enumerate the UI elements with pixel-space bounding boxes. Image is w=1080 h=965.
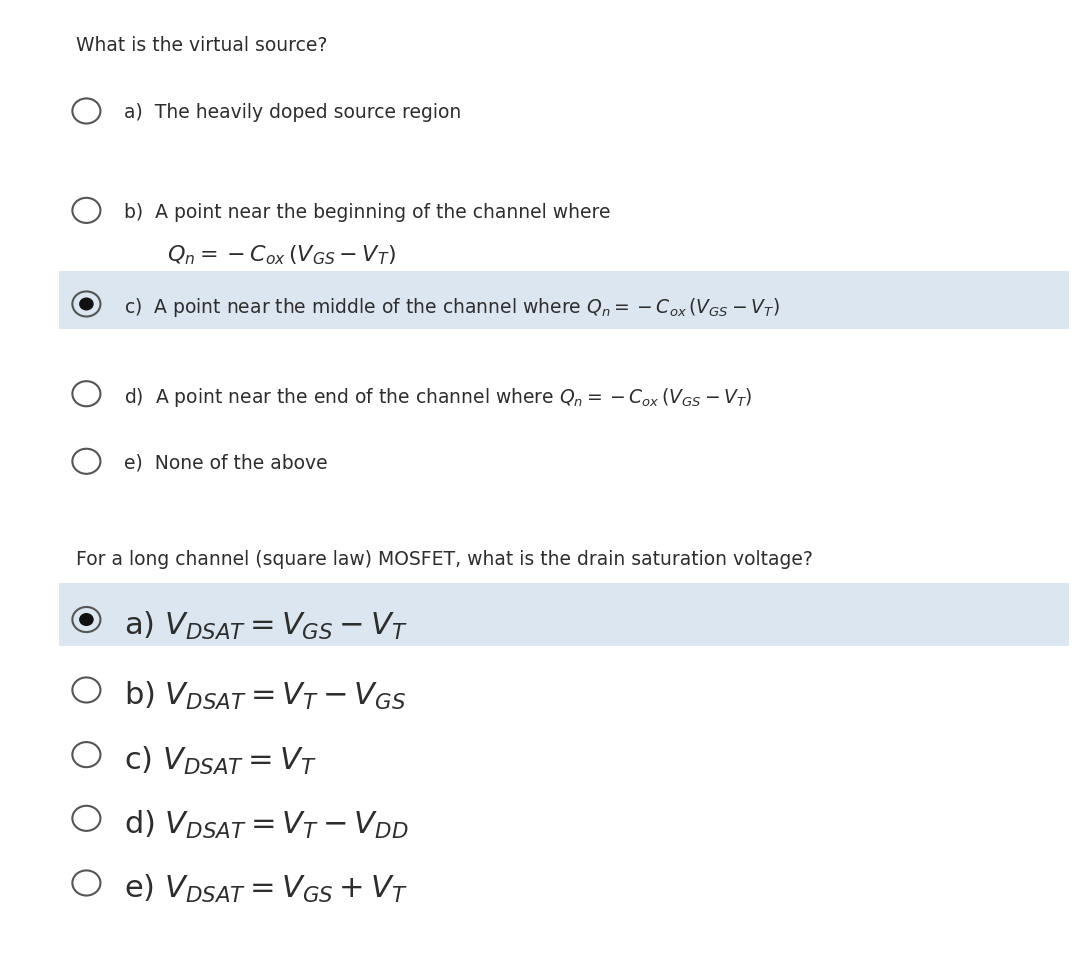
Text: b) $V_{DSAT} = V_T - V_{GS}$: b) $V_{DSAT} = V_T - V_{GS}$	[124, 680, 406, 712]
Text: What is the virtual source?: What is the virtual source?	[76, 36, 327, 55]
Text: e) $V_{DSAT} = V_{GS} + V_T$: e) $V_{DSAT} = V_{GS} + V_T$	[124, 873, 408, 905]
Text: d)  A point near the end of the channel where $Q_n = -C_{ox}\,(V_{GS} - V_T)$: d) A point near the end of the channel w…	[124, 386, 753, 409]
FancyBboxPatch shape	[59, 271, 1069, 329]
Text: d) $V_{DSAT} = V_T - V_{DD}$: d) $V_{DSAT} = V_T - V_{DD}$	[124, 809, 409, 841]
Text: $Q_n = -C_{ox}\,(V_{GS} - V_T)$: $Q_n = -C_{ox}\,(V_{GS} - V_T)$	[167, 243, 396, 266]
Circle shape	[79, 297, 94, 311]
Text: a) $V_{DSAT} = V_{GS} - V_T$: a) $V_{DSAT} = V_{GS} - V_T$	[124, 610, 408, 642]
Circle shape	[79, 613, 94, 626]
Text: b)  A point near the beginning of the channel where: b) A point near the beginning of the cha…	[124, 203, 610, 222]
Text: c)  A point near the middle of the channel where $Q_n = -C_{ox}\,(V_{GS} - V_T)$: c) A point near the middle of the channe…	[124, 296, 780, 319]
Text: a)  The heavily doped source region: a) The heavily doped source region	[124, 103, 461, 123]
Text: For a long channel (square law) MOSFET, what is the drain saturation voltage?: For a long channel (square law) MOSFET, …	[76, 550, 812, 569]
FancyBboxPatch shape	[59, 583, 1069, 647]
Text: e)  None of the above: e) None of the above	[124, 454, 328, 473]
Text: c) $V_{DSAT} = V_T$: c) $V_{DSAT} = V_T$	[124, 745, 316, 777]
